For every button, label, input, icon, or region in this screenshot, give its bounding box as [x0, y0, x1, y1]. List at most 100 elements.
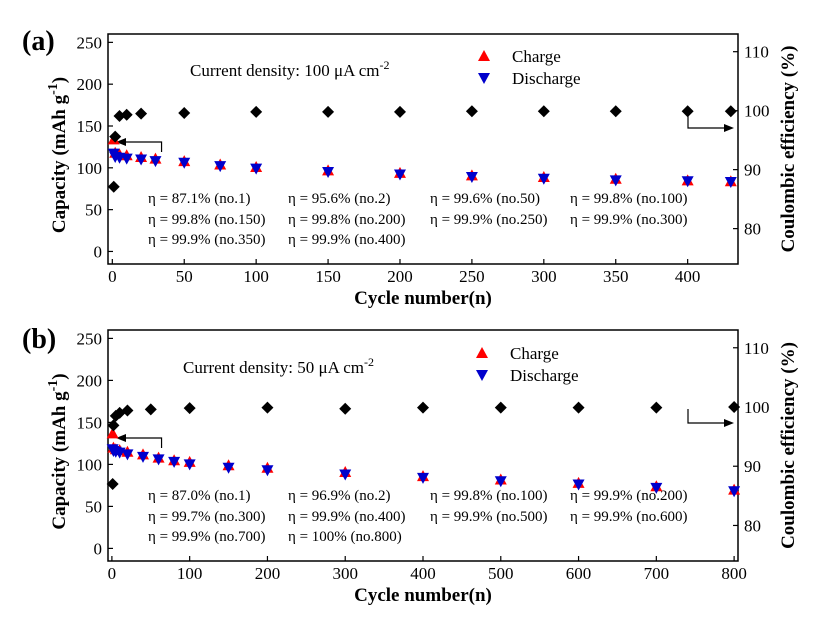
efficiency-point	[724, 105, 737, 118]
efficiency-note: η = 99.9% (no.250)	[430, 212, 548, 228]
arrow-head-right	[724, 124, 734, 132]
x-tick-label: 250	[459, 267, 485, 286]
efficiency-note: η = 99.8% (no.150)	[148, 212, 266, 228]
y-left-axis-label-main: Capacity (mAh g	[49, 391, 70, 530]
x-tick-label: 350	[603, 267, 629, 286]
y-left-tick-label: 100	[77, 455, 103, 474]
y-left-tick-label: 250	[77, 329, 103, 348]
y-left-tick-label: 100	[77, 159, 103, 178]
efficiency-point	[494, 401, 507, 414]
x-axis-label: Cycle number(n)	[354, 288, 492, 309]
discharge-point	[650, 482, 663, 494]
efficiency-point	[144, 403, 157, 416]
discharge-point	[465, 172, 478, 184]
efficiency-note: η = 87.0% (no.1)	[148, 488, 251, 504]
panel-label: (b)	[22, 324, 56, 355]
y-right-tick-label: 110	[744, 339, 769, 358]
x-tick-label: 700	[644, 564, 670, 583]
y-right-tick-label: 100	[744, 398, 770, 417]
legend-marker-discharge	[476, 370, 488, 381]
discharge-point	[222, 462, 235, 474]
efficiency-point	[417, 401, 429, 414]
current-density-text: Current density: 50 μA cm	[183, 358, 364, 377]
x-tick-label: 100	[243, 267, 269, 286]
efficiency-point	[107, 180, 120, 193]
efficiency-point	[106, 478, 119, 490]
y-left-tick-label: 150	[77, 117, 103, 136]
discharge-point	[681, 176, 694, 188]
efficiency-point	[728, 401, 741, 413]
legend-marker-charge	[476, 347, 488, 358]
y-left-tick-label: 250	[77, 33, 103, 52]
efficiency-note: η = 99.8% (no.100)	[570, 191, 688, 207]
legend-marker-charge	[478, 50, 490, 61]
discharge-point	[120, 153, 133, 165]
legend-label: Discharge	[512, 69, 581, 88]
panel-label: (a)	[22, 26, 55, 57]
current-density-text: Current density: 100 μA cm	[190, 61, 379, 80]
efficiency-note: η = 100% (no.800)	[288, 529, 402, 545]
efficiency-point	[135, 107, 148, 120]
x-tick-label: 100	[177, 564, 203, 583]
x-tick-label: 200	[255, 564, 281, 583]
discharge-point	[322, 167, 335, 178]
y-left-tick-label: 50	[85, 201, 102, 220]
x-tick-label: 300	[531, 267, 557, 286]
discharge-point	[724, 177, 737, 189]
x-tick-label: 500	[488, 564, 514, 583]
discharge-point	[494, 476, 507, 488]
efficiency-note: η = 99.9% (no.300)	[570, 212, 688, 228]
y-left-tick-label: 0	[94, 539, 103, 558]
discharge-point	[149, 156, 162, 168]
x-tick-label: 200	[387, 267, 413, 286]
efficiency-note: η = 99.7% (no.300)	[148, 509, 266, 525]
efficiency-note: η = 99.6% (no.50)	[430, 191, 540, 207]
current-density-sup: -2	[364, 355, 374, 369]
discharge-point	[152, 454, 165, 466]
y-right-tick-label: 90	[744, 161, 761, 180]
x-tick-label: 150	[315, 267, 341, 286]
y-right-axis-label: Coulombic efficiency (%)	[778, 342, 799, 549]
arrow-to-right-axis	[687, 409, 725, 424]
discharge-point	[168, 456, 181, 468]
efficiency-point	[178, 107, 191, 120]
y-left-axis-label-close: )	[49, 77, 70, 83]
arrow-to-left-axis	[125, 141, 163, 152]
y-left-tick-label: 0	[94, 242, 103, 261]
x-tick-label: 600	[566, 564, 592, 583]
efficiency-note: η = 99.9% (no.400)	[288, 232, 406, 248]
efficiency-point	[465, 105, 478, 118]
y-left-axis-label-sup: -1	[46, 380, 61, 392]
discharge-point	[178, 157, 191, 169]
efficiency-point	[107, 419, 120, 432]
efficiency-point	[183, 402, 196, 415]
y-left-tick-label: 200	[77, 75, 103, 94]
discharge-point	[250, 163, 263, 175]
efficiency-point	[537, 105, 550, 118]
efficiency-note: η = 99.9% (no.350)	[148, 232, 266, 248]
efficiency-point	[393, 105, 406, 118]
y-right-tick-label: 80	[744, 516, 761, 535]
discharge-point	[137, 451, 149, 463]
efficiency-note: η = 95.6% (no.2)	[288, 191, 391, 207]
efficiency-note: η = 87.1% (no.1)	[148, 191, 251, 207]
efficiency-note: η = 99.9% (no.400)	[288, 509, 406, 525]
x-tick-label: 0	[108, 267, 117, 286]
efficiency-point	[121, 404, 134, 417]
discharge-point	[537, 173, 550, 185]
arrow-to-left-axis	[125, 437, 163, 448]
arrow-head-right	[724, 419, 734, 427]
y-left-tick-label: 50	[85, 497, 102, 516]
arrow-to-right-axis	[687, 114, 725, 129]
discharge-point	[609, 175, 622, 187]
legend-label: Discharge	[510, 366, 579, 385]
y-right-tick-label: 80	[744, 220, 761, 239]
current-density-annotation: Current density: 50 μA cm-2	[183, 355, 374, 377]
efficiency-point	[609, 105, 622, 118]
efficiency-point	[250, 105, 263, 118]
y-left-axis-label-close: )	[49, 373, 70, 379]
efficiency-point	[113, 109, 126, 122]
x-tick-label: 300	[332, 564, 358, 583]
y-left-axis-label: Capacity (mAh g-1)	[46, 77, 70, 233]
efficiency-note: η = 99.8% (no.100)	[430, 488, 548, 504]
